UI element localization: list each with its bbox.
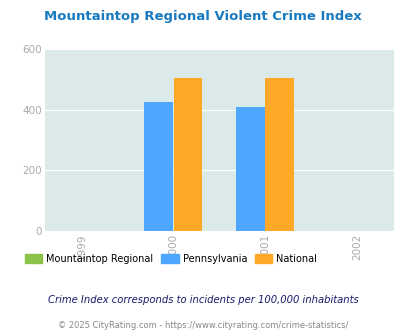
Text: Crime Index corresponds to incidents per 100,000 inhabitants: Crime Index corresponds to incidents per… <box>47 295 358 305</box>
Text: Mountaintop Regional Violent Crime Index: Mountaintop Regional Violent Crime Index <box>44 10 361 23</box>
Bar <box>173 78 202 231</box>
Bar <box>235 107 264 231</box>
Bar <box>144 102 173 231</box>
Legend: Mountaintop Regional, Pennsylvania, National: Mountaintop Regional, Pennsylvania, Nati… <box>21 249 320 267</box>
Bar <box>265 78 294 231</box>
Text: © 2025 CityRating.com - https://www.cityrating.com/crime-statistics/: © 2025 CityRating.com - https://www.city… <box>58 321 347 330</box>
